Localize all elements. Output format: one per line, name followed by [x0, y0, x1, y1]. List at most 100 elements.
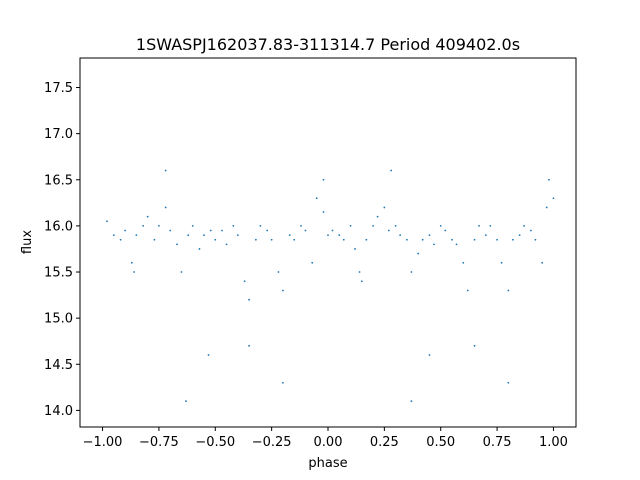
data-point: [277, 271, 280, 273]
data-point: [221, 229, 223, 232]
data-point: [399, 234, 402, 237]
data-point: [243, 280, 246, 283]
data-point: [410, 400, 413, 403]
data-point: [164, 169, 167, 172]
data-point: [421, 238, 424, 241]
x-tick-label: −1.00: [83, 435, 123, 450]
data-point: [478, 225, 480, 227]
y-tick-label: 15.5: [44, 266, 73, 281]
data-point: [358, 271, 361, 273]
plot-area: [106, 169, 555, 403]
data-point: [545, 206, 548, 209]
data-point: [130, 261, 133, 264]
data-point: [455, 243, 458, 246]
y-tick-label: 16.5: [44, 173, 73, 188]
data-point: [119, 238, 122, 241]
data-point: [304, 229, 307, 232]
data-point: [484, 234, 487, 237]
x-axis-label: phase: [308, 456, 347, 471]
data-point: [331, 229, 334, 232]
data-point: [187, 234, 190, 237]
chart-title: 1SWASPJ162037.83-311314.7 Period 409402.…: [136, 35, 520, 54]
data-point: [360, 280, 363, 283]
data-point: [365, 238, 368, 241]
data-point: [164, 206, 167, 209]
data-point: [214, 238, 217, 241]
data-point: [180, 271, 183, 273]
data-point: [444, 229, 447, 232]
data-point: [248, 298, 250, 301]
data-point: [112, 234, 115, 237]
data-point: [124, 229, 126, 232]
x-axis: −1.00 −0.75 −0.50 −0.25 0.00 0.25 0.50 0.75 1.00: [83, 427, 568, 450]
data-point: [523, 225, 526, 227]
data-point: [236, 234, 239, 237]
data-point: [552, 197, 555, 200]
data-point: [198, 248, 201, 250]
data-point: [207, 354, 210, 356]
data-point: [410, 271, 413, 273]
data-point: [191, 225, 194, 227]
data-point: [507, 289, 510, 292]
data-point: [548, 178, 550, 181]
data-point: [541, 261, 544, 264]
data-point: [428, 354, 431, 356]
data-point: [142, 225, 145, 227]
data-point: [439, 225, 442, 227]
data-point: [282, 381, 284, 384]
data-point: [462, 261, 465, 264]
data-point: [338, 234, 341, 237]
data-point: [146, 215, 149, 218]
data-point: [451, 238, 453, 241]
data-point: [496, 238, 498, 241]
data-point: [394, 225, 397, 227]
data-point: [383, 206, 386, 209]
data-point: [511, 238, 514, 241]
x-tick-label: −0.50: [195, 435, 235, 450]
x-tick-label: 0.50: [426, 435, 455, 450]
data-point: [248, 344, 250, 347]
x-tick-label: −0.25: [252, 435, 292, 450]
y-tick-label: 15.0: [44, 312, 73, 327]
data-point: [327, 234, 329, 237]
x-tick-label: −0.75: [139, 435, 179, 450]
data-point: [293, 238, 296, 241]
x-tick-label: 0.75: [483, 435, 512, 450]
x-tick-label: 1.00: [539, 435, 568, 450]
data-point: [500, 261, 503, 264]
data-point: [232, 225, 235, 227]
data-point: [376, 215, 379, 218]
data-point: [169, 229, 172, 232]
data-point: [322, 178, 325, 181]
data-point: [311, 261, 314, 264]
data-point: [133, 271, 136, 273]
y-tick-label: 17.0: [44, 127, 73, 142]
data-point: [322, 211, 325, 213]
data-point: [390, 169, 393, 172]
data-point: [433, 243, 435, 246]
data-point: [315, 197, 318, 200]
y-axis: 14.0 14.5 15.0 15.5 16.0 16.5 17.0 17.5: [44, 81, 80, 419]
data-point: [342, 238, 345, 241]
data-point: [158, 225, 160, 227]
data-point: [185, 400, 187, 403]
y-tick-label: 14.0: [44, 404, 73, 419]
data-point: [428, 234, 431, 237]
data-point: [354, 248, 356, 250]
data-point: [209, 229, 212, 232]
data-point: [473, 344, 476, 347]
data-point: [266, 229, 269, 232]
data-point: [203, 234, 205, 237]
data-point: [270, 238, 273, 241]
data-point: [406, 238, 408, 241]
data-point: [466, 289, 469, 292]
data-point: [417, 252, 420, 255]
data-point: [254, 238, 257, 241]
data-point: [282, 289, 284, 292]
y-tick-label: 17.5: [44, 81, 73, 96]
data-point: [259, 225, 262, 227]
data-point: [153, 238, 156, 241]
data-point: [106, 220, 108, 223]
